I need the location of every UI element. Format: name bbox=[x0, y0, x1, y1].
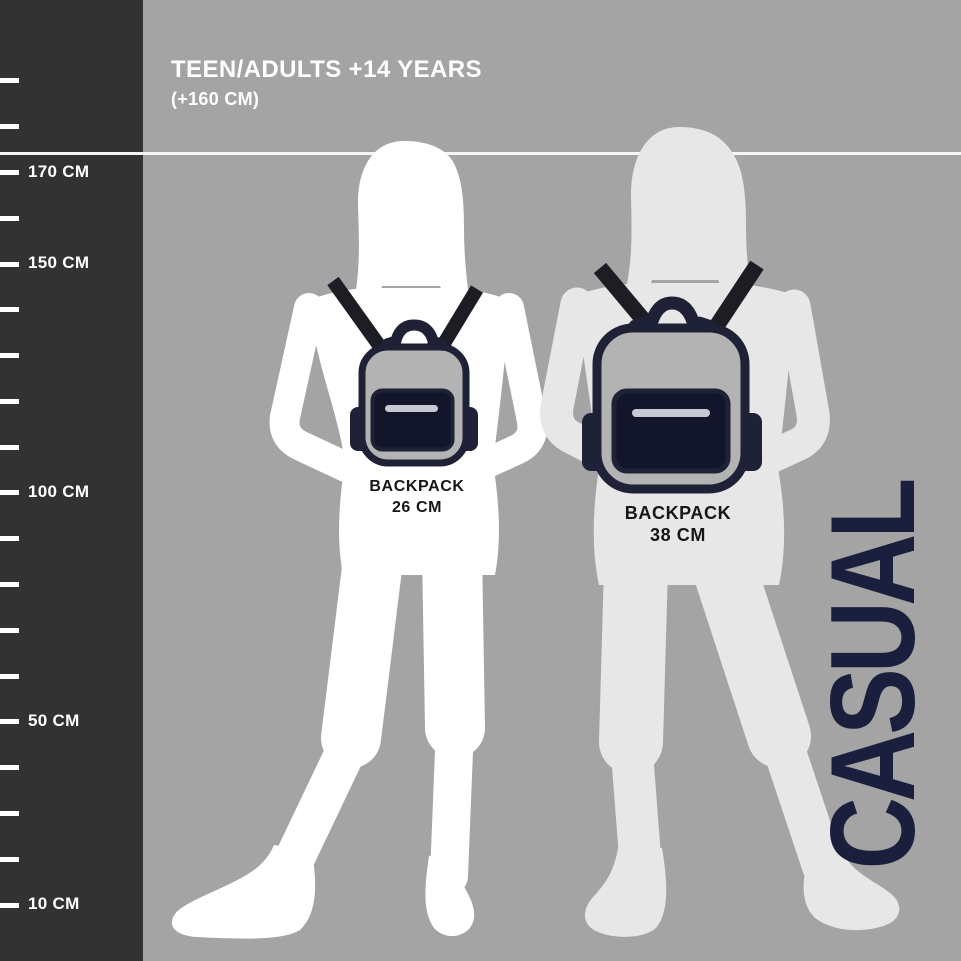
ruler-tick-30cm bbox=[0, 810, 19, 816]
ruler-tick-120cm bbox=[0, 398, 19, 404]
figure-large-right-shin bbox=[758, 713, 844, 887]
figure-large-right-foot bbox=[803, 848, 900, 931]
backpack-26cm-right-strap bbox=[434, 285, 483, 354]
height-reference-line bbox=[0, 152, 961, 155]
backpack-38cm bbox=[582, 260, 764, 494]
adult-figure-small-silhouette bbox=[171, 141, 548, 939]
figure-small-left-arm bbox=[269, 293, 363, 483]
ruler-label-10cm: 10 CM bbox=[28, 894, 80, 913]
figure-large-hair bbox=[626, 127, 753, 311]
backpack-26cm-left-strap bbox=[327, 276, 387, 353]
ruler-label-50cm: 50 CM bbox=[28, 710, 80, 730]
ruler-tick-140cm bbox=[0, 307, 19, 313]
figure-large-left-thigh bbox=[599, 536, 668, 774]
ruler-tick-90cm bbox=[0, 536, 19, 542]
ruler-tick-60cm bbox=[0, 673, 19, 679]
figure-large-left-arm bbox=[540, 287, 638, 480]
ruler-label-170cm: 170 CM bbox=[28, 161, 90, 181]
age-group-title: TEEN/ADULTS +14 YEARS bbox=[171, 56, 482, 83]
backpack-26cm-label: BACKPACK 26 CM bbox=[317, 477, 517, 517]
figure-small-hair bbox=[356, 141, 471, 317]
ruler-tick-150cm bbox=[0, 261, 19, 267]
backpack-38cm-front-pocket bbox=[611, 388, 731, 474]
figure-small-left-shin bbox=[271, 716, 373, 886]
figure-small-right-arm bbox=[455, 293, 548, 486]
height-ruler: 170 CM 150 CM 100 CM 50 CM 10 CM bbox=[0, 0, 143, 961]
backpack-38cm-zipper bbox=[632, 409, 710, 417]
backpack-26cm-zipper bbox=[385, 405, 438, 412]
ruler-tick-100cm bbox=[0, 490, 19, 496]
backpack-26cm bbox=[327, 276, 483, 467]
ruler-tick-110cm bbox=[0, 444, 19, 450]
ruler-tick-180cm bbox=[0, 124, 19, 130]
ruler-tick-10cm bbox=[0, 902, 19, 908]
figure-small-right-foot bbox=[425, 850, 475, 937]
ruler-tick-130cm bbox=[0, 353, 19, 359]
ruler-label-100cm: 100 CM bbox=[28, 481, 90, 501]
backpack-26cm-label-word: BACKPACK bbox=[369, 478, 465, 495]
figure-small-left-foot bbox=[171, 845, 316, 939]
backpack-38cm-label: BACKPACK 38 CM bbox=[578, 503, 778, 545]
backpack-26cm-label-size: 26 CM bbox=[391, 499, 443, 516]
ruler-tick-50cm bbox=[0, 719, 19, 725]
ruler-tick-170cm bbox=[0, 170, 19, 176]
figure-large-left-foot bbox=[584, 848, 667, 937]
figure-large-right-arm bbox=[732, 289, 830, 484]
height-range-subtitle: (+160 CM) bbox=[171, 89, 260, 109]
ruler-tick-70cm bbox=[0, 627, 19, 633]
backpack-38cm-label-size: 38 CM bbox=[649, 525, 706, 545]
ruler-tick-40cm bbox=[0, 765, 19, 771]
ruler-label-150cm: 150 CM bbox=[28, 253, 90, 273]
ruler-tick-190cm bbox=[0, 78, 19, 84]
figure-large-right-thigh bbox=[692, 536, 811, 768]
ruler-tick-80cm bbox=[0, 582, 19, 588]
figure-small-right-thigh bbox=[422, 522, 485, 758]
header: TEEN/ADULTS +14 YEARS (+160 CM) bbox=[171, 56, 482, 110]
backpack-38cm-right-strap bbox=[705, 260, 764, 338]
figure-small-left-thigh bbox=[321, 522, 404, 768]
ruler-tick-20cm bbox=[0, 856, 19, 862]
backpack-26cm-front-pocket bbox=[370, 388, 455, 452]
collection-name-vertical-label: CASUAL bbox=[806, 482, 941, 870]
backpack-38cm-label-word: BACKPACK bbox=[624, 503, 732, 523]
ruler-tick-160cm bbox=[0, 215, 19, 221]
